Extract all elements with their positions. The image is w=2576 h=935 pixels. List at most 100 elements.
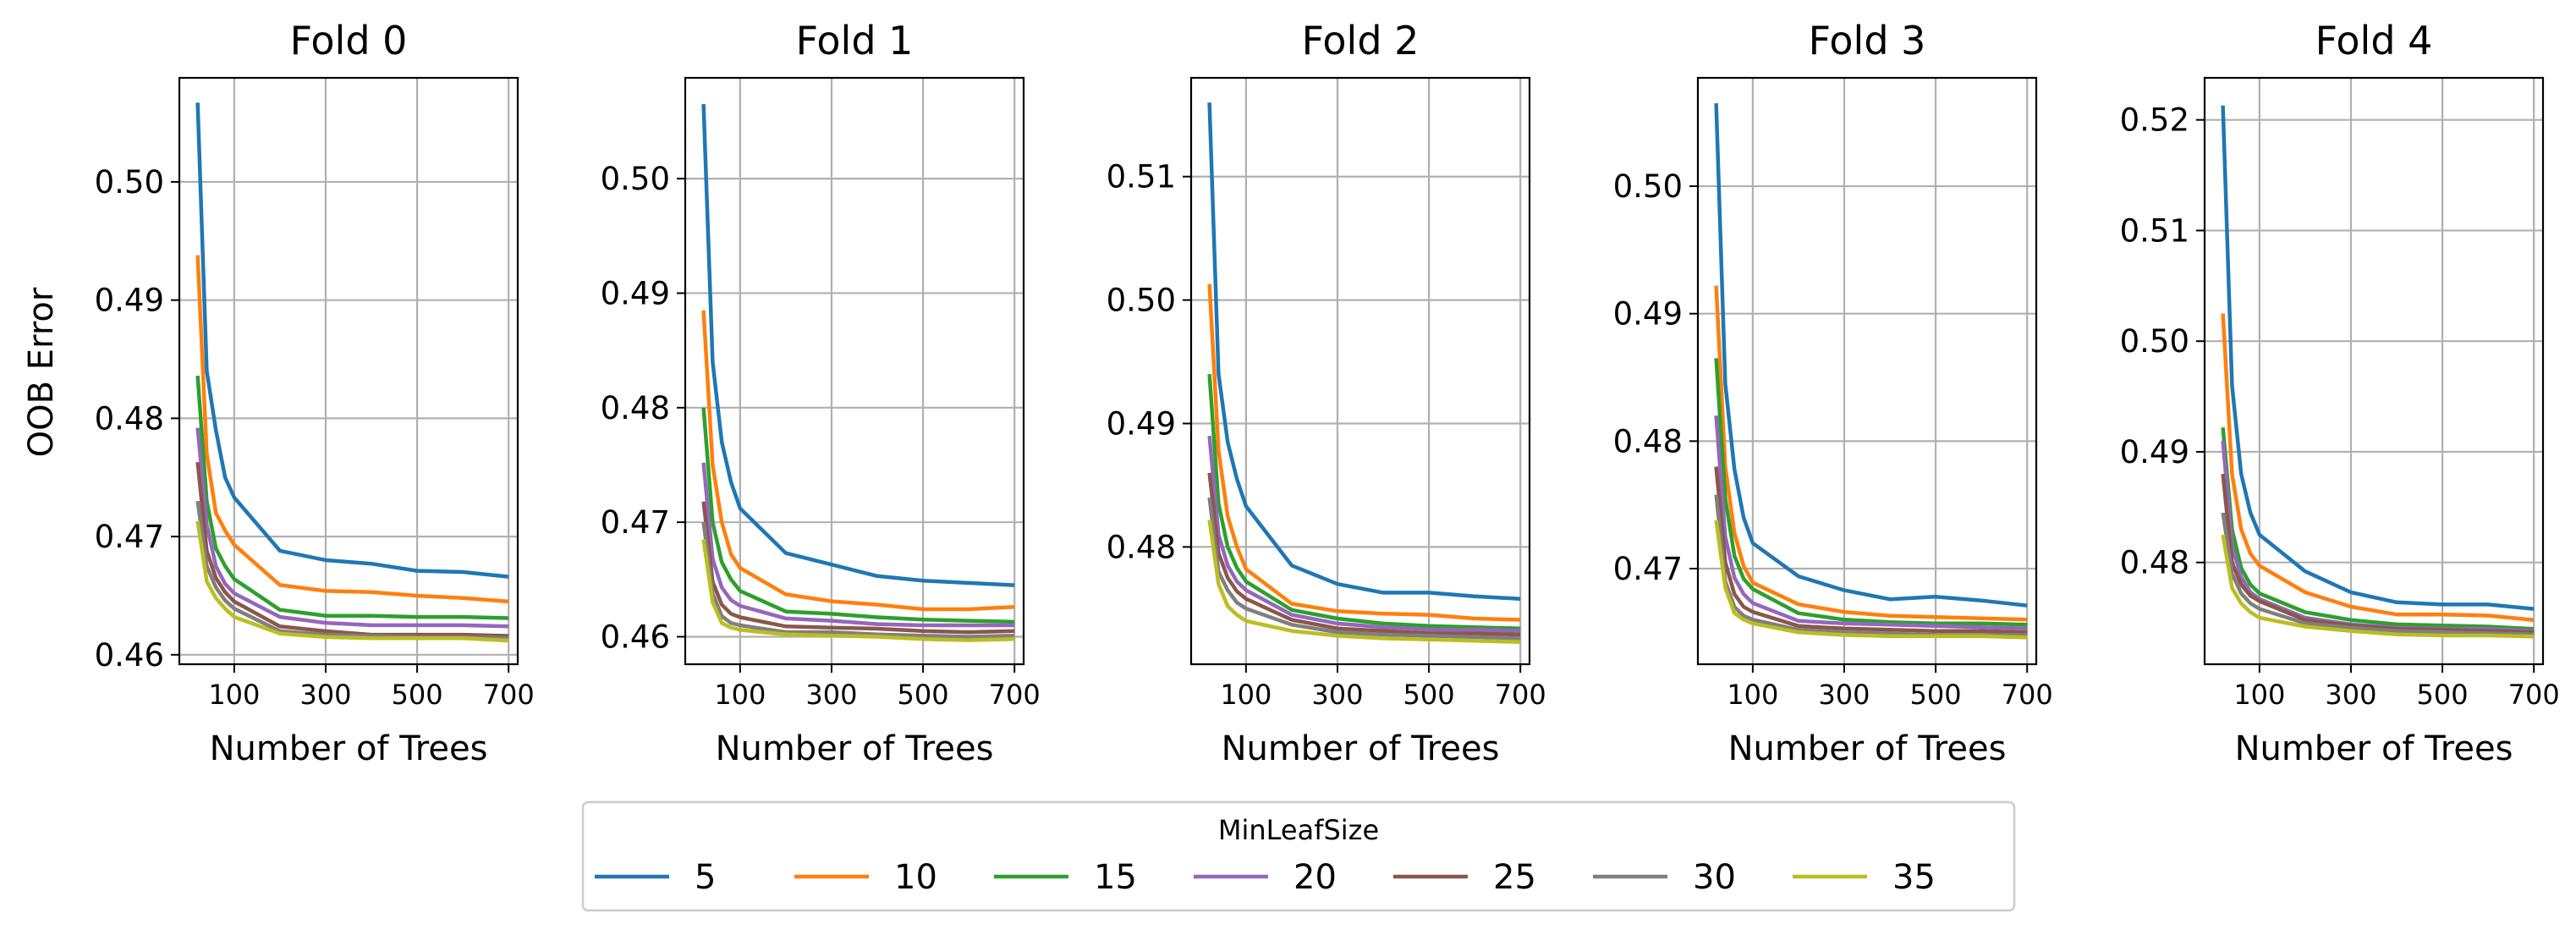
series-line-min-leaf-30: [2221, 512, 2535, 636]
x-tick-label: 500: [1910, 679, 1962, 711]
series-line-min-leaf-5: [195, 102, 509, 579]
x-axis-label: Number of Trees: [210, 729, 488, 768]
legend-label: 30: [1693, 858, 1736, 897]
legend-entry-10: 10: [794, 858, 937, 897]
series-line-min-leaf-25: [195, 461, 509, 638]
y-tick-label: 0.47: [95, 519, 164, 555]
x-tick-label: 700: [989, 679, 1041, 711]
series-line-min-leaf-20: [2221, 440, 2535, 634]
legend-entries: 5 10 15 20 25 30 35: [595, 858, 1936, 897]
panel-fold-1: 100 300 500 700 0.46 0.47 0.48 0.49 0.50 Fold 1 Nu…: [601, 18, 1041, 768]
y-tick-label: 0.52: [2120, 102, 2189, 139]
legend-entry-30: 30: [1593, 858, 1736, 897]
series-line-min-leaf-10: [2221, 313, 2535, 622]
series-line-min-leaf-15: [1207, 373, 1521, 630]
series-line-min-leaf-10: [1714, 285, 2028, 622]
y-tick-label: 0.47: [1613, 551, 1683, 587]
y-tick-label: 0.49: [95, 283, 164, 319]
series-line-min-leaf-5: [701, 104, 1015, 587]
x-tick-label: 700: [2508, 679, 2560, 711]
x-axis-label: Number of Trees: [1222, 729, 1500, 768]
y-tick-label: 0.50: [1107, 283, 1176, 319]
series-line-min-leaf-20: [701, 462, 1015, 628]
series-line-min-leaf-15: [195, 375, 509, 620]
series-line-min-leaf-20: [195, 427, 509, 629]
legend-entry-25: 25: [1393, 858, 1536, 897]
y-axis-label: OOB Error: [22, 287, 61, 457]
series-line-min-leaf-5: [1714, 103, 2028, 608]
legend-entry-20: 20: [1194, 858, 1337, 897]
y-tick-label: 0.50: [1613, 168, 1683, 205]
series-line-min-leaf-25: [1714, 466, 2028, 635]
plot-frame: [178, 76, 519, 666]
x-tick-label: 500: [898, 679, 949, 711]
series-line-min-leaf-25: [2221, 473, 2535, 635]
x-tick-label: 300: [2325, 679, 2376, 711]
series-line-min-leaf-35: [701, 539, 1015, 642]
y-tick-label: 0.50: [2120, 323, 2189, 360]
y-tick-label: 0.48: [2120, 545, 2189, 581]
x-tick-label: 500: [392, 679, 443, 711]
series-line-min-leaf-35: [1714, 520, 2028, 640]
panel-fold-3: 100 300 500 700 0.47 0.48 0.49 0.50 Fold 3 Number…: [1613, 18, 2053, 768]
x-tick-label: 300: [1818, 679, 1870, 711]
series-line-min-leaf-10: [195, 255, 509, 604]
x-tick-label: 100: [208, 679, 260, 711]
y-tick-label: 0.51: [2120, 212, 2189, 249]
y-tick-label: 0.49: [601, 275, 670, 311]
plot-frame: [2203, 76, 2545, 666]
series-line-min-leaf-10: [701, 310, 1015, 612]
y-tick-label: 0.47: [601, 504, 670, 541]
x-tick-label: 500: [2417, 679, 2469, 711]
y-tick-label: 0.49: [1107, 406, 1176, 443]
legend-label: 5: [695, 858, 716, 897]
y-tick-label: 0.48: [95, 400, 164, 437]
legend-label: 15: [1094, 858, 1137, 897]
panel-title: Fold 3: [1809, 18, 1926, 63]
panel-title: Fold 0: [290, 18, 408, 63]
x-tick-label: 700: [2002, 679, 2053, 711]
series-line-min-leaf-35: [2221, 534, 2535, 639]
x-tick-label: 300: [299, 679, 351, 711]
series-line-min-leaf-5: [2221, 105, 2535, 611]
y-tick-label: 0.51: [1107, 159, 1176, 195]
panel-title: Fold 2: [1302, 18, 1420, 63]
x-tick-label: 300: [1311, 679, 1363, 711]
series-line-min-leaf-35: [195, 520, 509, 643]
x-tick-label: 100: [1727, 679, 1778, 711]
y-tick-label: 0.49: [1613, 296, 1683, 333]
y-tick-label: 0.49: [2120, 434, 2189, 470]
legend-entry-15: 15: [994, 858, 1137, 897]
series-line-min-leaf-25: [1207, 472, 1521, 637]
x-tick-label: 700: [483, 679, 535, 711]
series-line-min-leaf-5: [1207, 102, 1521, 601]
x-tick-label: 100: [1220, 679, 1272, 711]
series-line-min-leaf-20: [1207, 435, 1521, 633]
plot-frame: [1189, 76, 1531, 666]
series-line-min-leaf-30: [701, 521, 1015, 639]
plot-frame: [684, 76, 1025, 666]
y-tick-label: 0.50: [95, 164, 164, 201]
x-tick-label: 300: [805, 679, 857, 711]
legend-label: 35: [1892, 858, 1936, 897]
panel-fold-4: 100 300 500 700 0.48 0.49 0.50 0.51 0.52 Fold 4 Nu…: [2120, 18, 2560, 768]
series-line-min-leaf-20: [1714, 415, 2028, 631]
legend-label: 10: [894, 858, 937, 897]
x-tick-label: 500: [1403, 679, 1455, 711]
panel-title: Fold 4: [2315, 18, 2433, 63]
panel-title: Fold 1: [796, 18, 914, 63]
y-tick-label: 0.46: [601, 619, 670, 656]
panel-fold-0: 100 300 500 700 0.46 0.47 0.48 0.49 0.50 Fold 0 Nu…: [95, 18, 535, 768]
legend-label: 20: [1293, 858, 1337, 897]
x-axis-label: Number of Trees: [2235, 729, 2513, 768]
legend-entry-5: 5: [595, 858, 716, 897]
plot-frame: [1696, 76, 2038, 666]
series-line-min-leaf-10: [1207, 283, 1521, 622]
y-tick-label: 0.46: [95, 637, 164, 674]
series-line-min-leaf-35: [1207, 519, 1521, 644]
legend-entry-35: 35: [1793, 858, 1936, 897]
y-tick-label: 0.50: [601, 161, 670, 197]
y-tick-label: 0.48: [1613, 423, 1683, 459]
x-tick-label: 100: [714, 679, 766, 711]
